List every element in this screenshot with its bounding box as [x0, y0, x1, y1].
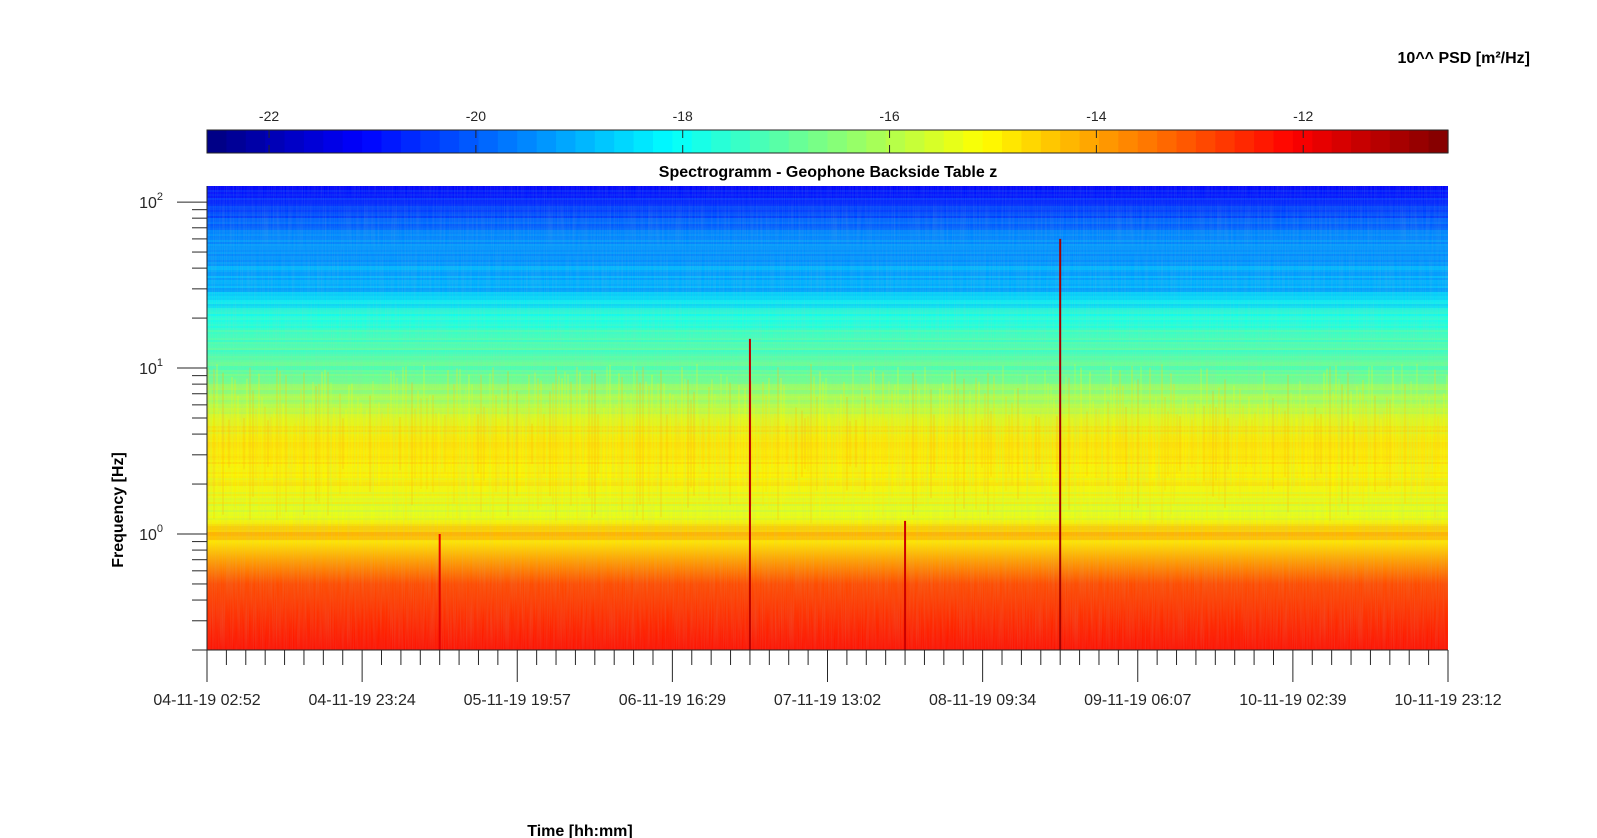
colorbar-step	[769, 130, 790, 153]
colorbar-step	[943, 130, 964, 153]
colorbar-step	[536, 130, 557, 153]
colorbar-step	[1137, 130, 1158, 153]
colorbar-step	[1312, 130, 1333, 153]
x-tick-label: 08-11-19 09:34	[929, 692, 1036, 709]
colorbar-step	[982, 130, 1003, 153]
colorbar-step	[1060, 130, 1081, 153]
colorbar-step	[808, 130, 829, 153]
colorbar-tick-label: -18	[673, 108, 693, 124]
x-tick-label: 06-11-19 16:29	[619, 692, 726, 709]
colorbar-step	[614, 130, 635, 153]
colorbar-step	[575, 130, 596, 153]
colorbar: -22 -20 -18 -16 -14 -12	[206, 108, 1449, 154]
colorbar-step	[556, 130, 577, 153]
colorbar-step	[1098, 130, 1119, 153]
chart-title: Spectrogramm - Geophone Backside Table z	[659, 164, 997, 181]
colorbar-step	[1195, 130, 1216, 153]
colorbar-tick-label: -12	[1293, 108, 1313, 124]
colorbar-step	[1176, 130, 1197, 153]
colorbar-step	[362, 130, 383, 153]
colorbar-step	[1292, 130, 1313, 153]
colorbar-ticks: -22 -20 -18 -16 -14 -12	[259, 108, 1314, 153]
colorbar-label: 10^^ PSD [m²/Hz]	[1398, 50, 1530, 67]
colorbar-step	[924, 130, 945, 153]
spectrogram-events	[438, 238, 1062, 650]
colorbar-step	[497, 130, 518, 153]
x-tick-label: 10-11-19 23:12	[1394, 692, 1501, 709]
colorbar-step	[1021, 130, 1042, 153]
colorbar-step	[1040, 130, 1061, 153]
colorbar-step	[711, 130, 732, 153]
colorbar-step	[207, 130, 227, 153]
spectrogram-texture	[207, 186, 1448, 650]
colorbar-step	[1002, 130, 1023, 153]
colorbar-step	[420, 130, 441, 153]
colorbar-step	[963, 130, 984, 153]
x-axis: 04-11-19 02:52 04-11-19 23:24 05-11-19 19:…	[153, 649, 1502, 709]
colorbar-step	[265, 130, 286, 153]
spectrogram-image	[207, 186, 1448, 650]
colorbar-step	[459, 130, 480, 153]
colorbar-step	[730, 130, 751, 153]
colorbar-step	[633, 130, 654, 153]
colorbar-step	[1157, 130, 1178, 153]
colorbar-steps	[207, 130, 1449, 153]
colorbar-step	[691, 130, 712, 153]
colorbar-step	[245, 130, 266, 153]
colorbar-step	[846, 130, 867, 153]
colorbar-step	[1389, 130, 1410, 153]
colorbar-step	[1234, 130, 1255, 153]
colorbar-frame	[206, 129, 1449, 154]
colorbar-step	[1273, 130, 1294, 153]
colorbar-step	[885, 130, 906, 153]
y-axis-label: Frequency [Hz]	[110, 452, 127, 568]
colorbar-tick-label: -14	[1086, 108, 1106, 124]
x-axis-label: Time [hh:mm]	[527, 823, 632, 838]
x-tick-label: 04-11-19 02:52	[153, 692, 260, 709]
colorbar-step	[381, 130, 402, 153]
colorbar-step	[1079, 130, 1100, 153]
colorbar-step	[1370, 130, 1391, 153]
colorbar-step	[303, 130, 324, 153]
colorbar-step	[594, 130, 615, 153]
colorbar-step	[284, 130, 305, 153]
colorbar-step	[400, 130, 421, 153]
y-tick-label: 101	[139, 357, 163, 378]
colorbar-step	[439, 130, 460, 153]
colorbar-step	[788, 130, 809, 153]
x-tick-label: 04-11-19 23:24	[308, 692, 415, 709]
x-tick-label: 07-11-19 13:02	[774, 692, 881, 709]
colorbar-step	[905, 130, 926, 153]
colorbar-step	[1215, 130, 1236, 153]
colorbar-step	[827, 130, 848, 153]
colorbar-tick-label: -20	[466, 108, 486, 124]
colorbar-step	[866, 130, 887, 153]
colorbar-step	[478, 130, 499, 153]
colorbar-step	[672, 130, 693, 153]
x-tick-label: 10-11-19 02:39	[1239, 692, 1346, 709]
colorbar-step	[1118, 130, 1139, 153]
y-axis: 100 101 102	[139, 186, 208, 651]
x-tick-label: 05-11-19 19:57	[464, 692, 571, 709]
colorbar-step	[342, 130, 363, 153]
colorbar-step	[517, 130, 538, 153]
y-tick-label: 100	[139, 523, 163, 544]
colorbar-tick-label: -22	[259, 108, 279, 124]
colorbar-step	[1409, 130, 1430, 153]
x-tick-label: 09-11-19 06:07	[1084, 692, 1191, 709]
colorbar-step	[749, 130, 770, 153]
colorbar-step	[652, 130, 673, 153]
y-tick-label: 102	[139, 191, 163, 212]
colorbar-step	[1428, 130, 1449, 153]
colorbar-step	[1254, 130, 1275, 153]
colorbar-step	[323, 130, 344, 153]
colorbar-tick-label: -16	[879, 108, 899, 124]
colorbar-step	[1331, 130, 1352, 153]
colorbar-step	[1351, 130, 1372, 153]
colorbar-step	[226, 130, 247, 153]
